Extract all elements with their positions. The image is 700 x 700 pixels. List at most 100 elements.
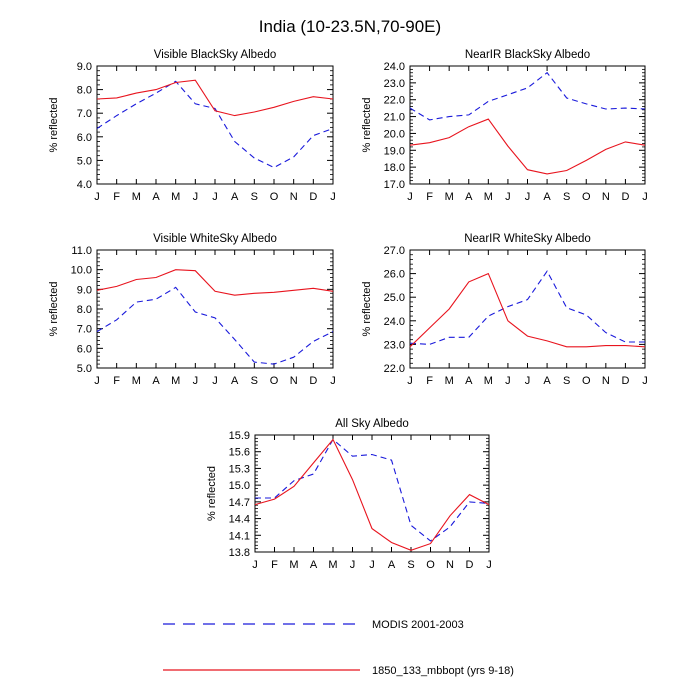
y-tick-label: 17.0 [384,179,405,191]
x-tick-label: J [407,375,413,387]
series-line-modis [409,71,646,121]
x-tick-label: D [309,191,317,203]
x-tick-label: A [152,375,160,387]
x-tick-label: N [446,559,454,571]
legend: MODIS 2001-2003 1850_133_mbbopt (yrs 9-1… [163,619,514,677]
x-tick-label: A [231,375,239,387]
y-tick-label: 18.0 [384,162,405,174]
y-tick-label: 6.0 [77,132,92,144]
series-line-model [254,438,490,551]
series-line-model [409,272,646,348]
y-tick-label: 23.0 [384,339,405,351]
x-tick-label: M [289,559,298,571]
y-tick-label: 9.0 [77,61,92,73]
plot-frame [409,249,646,369]
x-tick-label: J [369,559,375,571]
x-tick-label: A [465,375,473,387]
y-tick-label: 7.0 [77,324,92,336]
x-tick-label: D [309,375,317,387]
x-tick-label: O [582,375,591,387]
panel-title: Visible BlackSky Albedo [154,49,277,61]
x-tick-label: M [445,191,454,203]
x-tick-label: A [543,375,551,387]
x-tick-label: S [407,559,414,571]
panel-title: NearIR BlackSky Albedo [465,49,590,61]
x-tick-label: M [484,375,493,387]
x-tick-label: J [94,375,100,387]
plot-frame [254,434,490,553]
y-tick-label: 19.0 [384,145,405,157]
x-tick-label: M [484,191,493,203]
y-axis-label: % reflected [206,466,218,521]
series-line-model [96,79,334,117]
y-tick-label: 11.0 [71,245,92,257]
plot-frame [96,65,334,185]
series-line-modis [96,286,334,365]
legend-label-model: 1850_133_mbbopt (yrs 9-18) [372,665,514,677]
y-tick-label: 22.0 [384,363,405,375]
x-tick-label: M [132,375,141,387]
y-tick-label: 24.0 [384,61,405,73]
x-tick-label: J [407,191,413,203]
x-tick-label: J [330,375,336,387]
x-tick-label: A [310,559,318,571]
x-tick-label: N [290,191,298,203]
x-tick-label: M [171,191,180,203]
x-tick-label: J [525,191,531,203]
x-tick-label: M [445,375,454,387]
y-tick-label: 13.8 [229,547,250,559]
x-tick-label: D [466,559,474,571]
x-tick-label: S [563,191,570,203]
series-line-model [409,118,646,175]
y-tick-label: 14.4 [229,514,250,526]
x-tick-label: N [602,191,610,203]
x-tick-label: M [132,191,141,203]
y-tick-label: 27.0 [384,245,405,257]
y-axis-label: % reflected [361,97,373,152]
x-tick-label: J [193,375,199,387]
plot-frame [96,249,334,369]
y-axis-label: % reflected [48,281,60,336]
x-tick-label: N [602,375,610,387]
legend-label-modis: MODIS 2001-2003 [372,619,464,631]
series-line-modis [96,80,334,169]
y-tick-label: 24.0 [384,316,405,328]
x-tick-label: A [543,191,551,203]
x-tick-label: J [252,559,258,571]
x-tick-label: S [251,191,258,203]
x-tick-label: O [270,375,279,387]
panel-title: NearIR WhiteSky Albedo [464,233,591,245]
plot-frame [409,65,646,185]
y-tick-label: 7.0 [77,108,92,120]
x-tick-label: D [621,191,629,203]
y-tick-label: 14.7 [229,497,250,509]
series-line-model [96,269,334,296]
y-tick-label: 8.0 [77,304,92,316]
x-tick-label: M [171,375,180,387]
x-tick-label: J [505,375,511,387]
x-tick-label: O [426,559,435,571]
x-tick-label: S [563,375,570,387]
panel-title: Visible WhiteSky Albedo [153,233,277,245]
x-tick-label: S [251,375,258,387]
x-tick-label: A [152,191,160,203]
y-tick-label: 8.0 [77,85,92,97]
y-tick-label: 14.1 [229,530,250,542]
y-tick-label: 25.0 [384,292,405,304]
y-axis-label: % reflected [361,281,373,336]
x-tick-label: A [231,191,239,203]
y-tick-label: 6.0 [77,343,92,355]
x-tick-label: A [465,191,473,203]
y-tick-label: 10.0 [71,265,92,277]
y-tick-label: 26.0 [384,269,405,281]
x-tick-label: N [290,375,298,387]
x-tick-label: J [193,191,199,203]
x-tick-label: J [525,375,531,387]
series-line-modis [409,270,645,345]
y-tick-label: 15.9 [229,430,250,442]
